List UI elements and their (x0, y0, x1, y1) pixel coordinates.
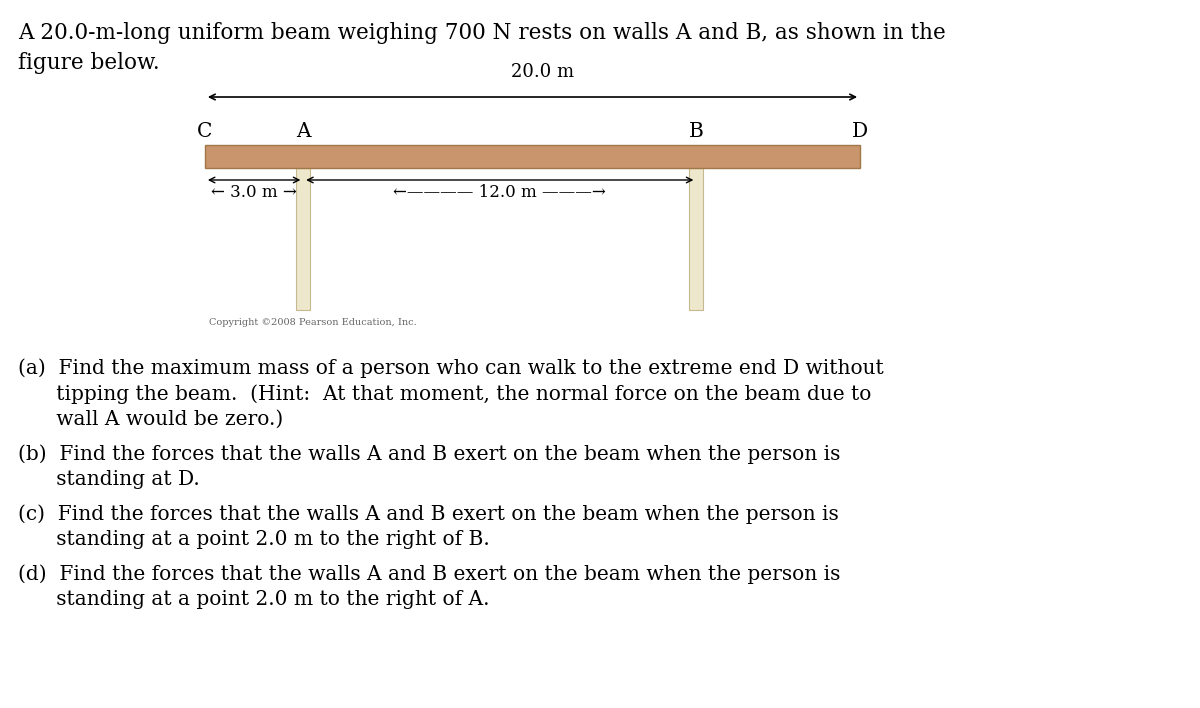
Text: ← 3.0 m →: ← 3.0 m → (211, 184, 298, 201)
Text: tipping the beam.  (Hint:  At that moment, the normal force on the beam due to: tipping the beam. (Hint: At that moment,… (18, 384, 871, 404)
Text: ←———— 12.0 m ———→: ←———— 12.0 m ———→ (394, 184, 606, 201)
Text: standing at a point 2.0 m to the right of A.: standing at a point 2.0 m to the right o… (18, 590, 490, 609)
Text: standing at a point 2.0 m to the right of B.: standing at a point 2.0 m to the right o… (18, 530, 490, 549)
Text: (b)  Find the forces that the walls A and B exert on the beam when the person is: (b) Find the forces that the walls A and… (18, 444, 840, 464)
Text: (a)  Find the maximum mass of a person who can walk to the extreme end D without: (a) Find the maximum mass of a person wh… (18, 358, 883, 377)
Text: wall A would be zero.): wall A would be zero.) (18, 410, 283, 429)
Text: A: A (296, 122, 311, 141)
Text: (d)  Find the forces that the walls A and B exert on the beam when the person is: (d) Find the forces that the walls A and… (18, 564, 840, 583)
Text: 20.0 m: 20.0 m (511, 63, 574, 81)
Text: Copyright ©2008 Pearson Education, Inc.: Copyright ©2008 Pearson Education, Inc. (209, 318, 416, 327)
Bar (205, 145, 860, 168)
Text: D: D (852, 122, 868, 141)
Bar (296, 168, 311, 310)
Text: figure below.: figure below. (18, 52, 160, 74)
Text: A 20.0-m-long uniform beam weighing 700 N rests on walls A and B, as shown in th: A 20.0-m-long uniform beam weighing 700 … (18, 22, 946, 44)
Text: standing at D.: standing at D. (18, 470, 199, 489)
Bar (689, 168, 703, 310)
Text: B: B (689, 122, 703, 141)
Text: C: C (197, 122, 212, 141)
Text: (c)  Find the forces that the walls A and B exert on the beam when the person is: (c) Find the forces that the walls A and… (18, 504, 839, 524)
